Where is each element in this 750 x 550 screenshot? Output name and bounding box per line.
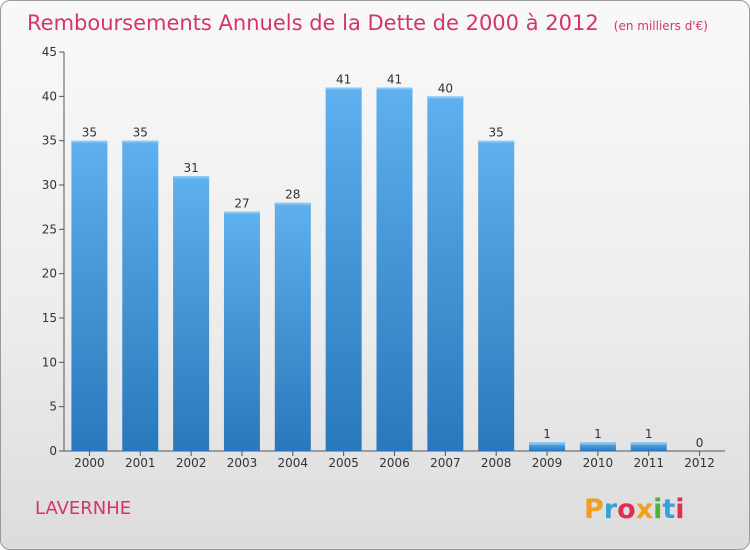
x-tick-label: 2010	[583, 456, 614, 470]
x-tick-label: 2005	[328, 456, 359, 470]
logo-letter: o	[617, 494, 636, 525]
chart-title: Remboursements Annuels de la Dette de 20…	[27, 11, 599, 35]
x-tick-label: 2000	[74, 456, 105, 470]
logo-letter: r	[604, 494, 618, 525]
x-tick-label: 2003	[227, 456, 258, 470]
bar	[173, 176, 210, 451]
place-name: LAVERNHE	[35, 498, 131, 519]
y-tick-label: 0	[49, 444, 57, 458]
bar	[376, 87, 413, 451]
x-tick-label: 2001	[125, 456, 156, 470]
data-label: 27	[234, 197, 249, 211]
bar	[630, 442, 667, 451]
bar-highlight	[173, 176, 210, 180]
x-tick-label: 2012	[684, 456, 715, 470]
bar-highlight	[71, 140, 108, 144]
data-label: 0	[696, 436, 704, 450]
bar-highlight	[630, 442, 667, 446]
y-tick-label: 45	[42, 45, 57, 59]
data-label: 1	[645, 427, 653, 441]
x-tick-label: 2006	[379, 456, 410, 470]
bar	[223, 211, 260, 451]
bar-highlight	[478, 140, 515, 144]
data-label: 31	[183, 161, 198, 175]
data-label: 1	[543, 427, 551, 441]
logo-letter: t	[662, 494, 675, 525]
bar	[579, 442, 616, 451]
bar-highlight	[122, 140, 159, 144]
bar-highlight	[376, 87, 413, 91]
bar	[325, 87, 362, 451]
bar	[274, 202, 311, 451]
bar-highlight	[274, 202, 311, 206]
bar-highlight	[427, 96, 464, 100]
data-label: 28	[285, 188, 300, 202]
proxiti-logo: Proxiti	[584, 494, 685, 525]
data-label: 35	[133, 126, 148, 140]
bar-highlight	[325, 87, 362, 91]
x-tick-label: 2008	[481, 456, 512, 470]
logo-letter: i	[653, 494, 662, 525]
x-tick-label: 2004	[278, 456, 309, 470]
y-tick-label: 35	[42, 134, 57, 148]
logo-letter: P	[584, 494, 604, 525]
bars: 35 35 31 27 28 41 41 40 35 1 1 1 0	[71, 72, 703, 451]
logo-letter: x	[636, 494, 653, 525]
y-tick-label: 25	[42, 222, 57, 236]
x-tick-label: 2011	[633, 456, 664, 470]
logo-letter: i	[675, 494, 684, 525]
bar-highlight	[529, 442, 566, 446]
y-tick-label: 40	[42, 89, 57, 103]
bar-highlight	[579, 442, 616, 446]
data-label: 35	[489, 126, 504, 140]
bar	[427, 96, 464, 451]
x-tick-label: 2007	[430, 456, 461, 470]
chart-title-group: Remboursements Annuels de la Dette de 20…	[27, 11, 708, 35]
x-tick-label: 2009	[532, 456, 563, 470]
y-tick-label: 20	[42, 267, 57, 281]
bar-highlight	[223, 211, 260, 215]
bar	[478, 140, 515, 451]
data-label: 1	[594, 427, 602, 441]
y-tick-label: 30	[42, 178, 57, 192]
data-label: 40	[438, 81, 453, 95]
data-label: 41	[387, 72, 402, 86]
bar	[71, 140, 108, 451]
chart-subtitle: (en milliers d'€)	[614, 19, 708, 33]
x-tick-label: 2002	[176, 456, 207, 470]
data-label: 41	[336, 72, 351, 86]
y-tick-label: 15	[42, 311, 57, 325]
bar	[122, 140, 159, 451]
y-tick-label: 10	[42, 355, 57, 369]
y-tick-label: 5	[49, 400, 57, 414]
bar	[529, 442, 566, 451]
data-label: 35	[82, 126, 97, 140]
